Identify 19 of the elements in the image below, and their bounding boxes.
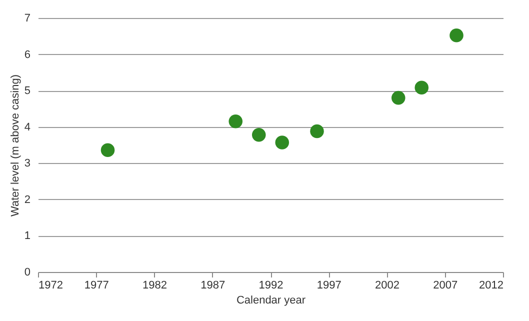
y-tick-label: 7 — [24, 12, 30, 24]
x-tick-label: 1987 — [200, 280, 226, 292]
x-tick-label: 1982 — [142, 280, 167, 292]
y-tick-label: 1 — [24, 230, 30, 242]
x-tick-label: 1972 — [38, 280, 63, 292]
x-tick-label: 2007 — [433, 280, 458, 292]
x-tick-label: 2012 — [479, 280, 504, 292]
x-axis-title: Calendar year — [236, 294, 306, 306]
y-tick-label: 0 — [24, 266, 30, 278]
y-tick-label: 2 — [24, 194, 30, 206]
x-tick-label: 1992 — [258, 280, 284, 292]
x-tick-label: 1997 — [316, 280, 342, 292]
y-tick-label: 6 — [24, 48, 30, 61]
y-tick-label: 5 — [24, 85, 30, 98]
x-tick-label: 1977 — [84, 280, 109, 292]
x-tick-label: 2002 — [375, 280, 400, 292]
y-tick-label: 3 — [24, 158, 30, 170]
y-axis-title: Water level (m above casing) — [9, 74, 22, 217]
y-tick-label: 4 — [24, 121, 30, 134]
